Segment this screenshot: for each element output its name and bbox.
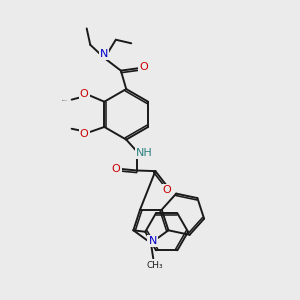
Text: N: N — [148, 236, 157, 246]
Text: O: O — [112, 164, 121, 174]
Text: O: O — [163, 185, 172, 195]
Text: O: O — [80, 89, 88, 99]
Text: NH: NH — [136, 148, 152, 158]
Text: methoxy: methoxy — [62, 100, 68, 101]
Text: N: N — [100, 49, 108, 59]
Text: O: O — [80, 128, 88, 139]
Text: CH₃: CH₃ — [146, 260, 163, 269]
Text: O: O — [139, 62, 148, 72]
